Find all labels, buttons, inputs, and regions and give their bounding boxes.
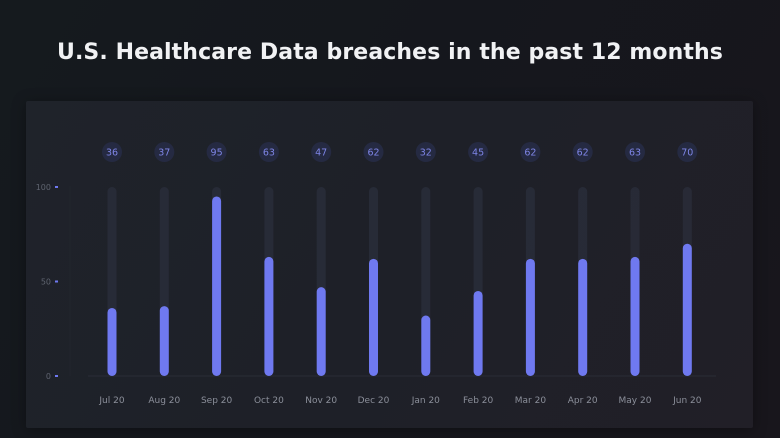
bar-dec-20[interactable] bbox=[369, 258, 378, 376]
bar-aug-20[interactable] bbox=[159, 306, 169, 376]
x-tick-label: Jul 20 bbox=[98, 396, 124, 406]
data-label-badge: 45 bbox=[468, 142, 489, 162]
bar-nov-20[interactable] bbox=[316, 287, 326, 376]
badge-circle bbox=[572, 142, 593, 162]
bar-apr-20[interactable] bbox=[578, 258, 588, 376]
data-label: 62 bbox=[577, 148, 589, 159]
y-tick-marker bbox=[55, 280, 58, 283]
x-tick-label: Mar 20 bbox=[515, 396, 547, 406]
badge-circle bbox=[468, 142, 489, 162]
bar-oct-20[interactable] bbox=[264, 256, 274, 376]
bar-jul-20[interactable] bbox=[107, 307, 117, 376]
data-labels: 36 37 95 63 47 62 32 45 62 62 63 70 bbox=[102, 142, 698, 162]
y-tick-marker bbox=[55, 186, 58, 188]
badge-circle bbox=[363, 142, 384, 162]
x-tick-label: Jan 20 bbox=[411, 396, 440, 406]
bar-jun-20[interactable] bbox=[682, 243, 692, 376]
badge-circle bbox=[206, 142, 227, 162]
data-label: 37 bbox=[158, 148, 170, 159]
data-label-badge: 63 bbox=[625, 142, 645, 162]
data-label: 47 bbox=[315, 148, 327, 159]
x-tick-label: Apr 20 bbox=[568, 396, 598, 406]
data-label-badge: 62 bbox=[572, 142, 593, 162]
badge-circle bbox=[520, 142, 541, 162]
data-label: 63 bbox=[263, 148, 275, 159]
data-label: 70 bbox=[681, 148, 693, 159]
badge-circle bbox=[258, 142, 279, 162]
bar-tracks bbox=[107, 187, 692, 376]
badge-circle bbox=[677, 142, 698, 162]
x-tick-label: Feb 20 bbox=[463, 396, 494, 406]
data-label-badge: 70 bbox=[677, 142, 698, 162]
x-tick-label: Sep 20 bbox=[201, 396, 233, 406]
data-label: 63 bbox=[629, 148, 641, 159]
badge-circle bbox=[415, 142, 436, 162]
x-axis-labels: Jul 20 Aug 20 Sep 20 Oct 20 Nov 20 Dec 20 Jan … bbox=[98, 396, 701, 406]
bar-mar-20[interactable] bbox=[525, 258, 535, 376]
chart-title: U.S. Healthcare Data breaches in the pas… bbox=[56, 40, 723, 65]
data-label-badge: 32 bbox=[415, 142, 436, 162]
data-label-badge: 95 bbox=[206, 142, 227, 162]
x-tick-label: Aug 20 bbox=[148, 396, 180, 406]
bar-sep-20[interactable] bbox=[212, 196, 222, 376]
badge-circle bbox=[625, 142, 645, 162]
x-tick-label: Nov 20 bbox=[305, 396, 337, 406]
bar-jan-20[interactable] bbox=[421, 315, 431, 376]
data-label: 95 bbox=[211, 148, 223, 159]
data-label: 36 bbox=[106, 148, 118, 159]
badge-circle bbox=[154, 142, 175, 162]
x-tick-label: May 20 bbox=[619, 396, 652, 406]
data-label: 32 bbox=[420, 148, 432, 159]
bar-feb-20[interactable] bbox=[473, 290, 483, 376]
data-label: 45 bbox=[472, 148, 484, 159]
data-label: 62 bbox=[524, 148, 536, 159]
badge-circle bbox=[102, 142, 122, 162]
chart-panel: 0 50 100 36 37 95 63 47 62 32 45 62 62 63 70 Jul 20 Au… bbox=[26, 101, 753, 428]
bars bbox=[107, 196, 692, 376]
x-tick-label: Jun 20 bbox=[672, 396, 702, 406]
y-tick-label: 50 bbox=[41, 278, 51, 287]
data-label: 62 bbox=[367, 148, 379, 159]
bar-chart: 0 50 100 36 37 95 63 47 62 32 45 62 62 63 70 Jul 20 Au… bbox=[36, 142, 716, 406]
y-tick-marker bbox=[55, 375, 58, 377]
x-tick-label: Dec 20 bbox=[358, 396, 390, 406]
data-label-badge: 47 bbox=[311, 142, 332, 162]
data-label-badge: 62 bbox=[363, 142, 384, 162]
y-tick-label: 0 bbox=[46, 372, 51, 381]
x-tick-label: Oct 20 bbox=[254, 396, 284, 406]
data-label-badge: 37 bbox=[154, 142, 175, 162]
data-label-badge: 36 bbox=[102, 142, 122, 162]
data-label-badge: 63 bbox=[258, 142, 279, 162]
bar-may-20[interactable] bbox=[630, 256, 640, 376]
badge-circle bbox=[311, 142, 332, 162]
data-label-badge: 62 bbox=[520, 142, 541, 162]
y-axis: 0 50 100 bbox=[36, 183, 58, 381]
y-tick-label: 100 bbox=[36, 183, 51, 192]
